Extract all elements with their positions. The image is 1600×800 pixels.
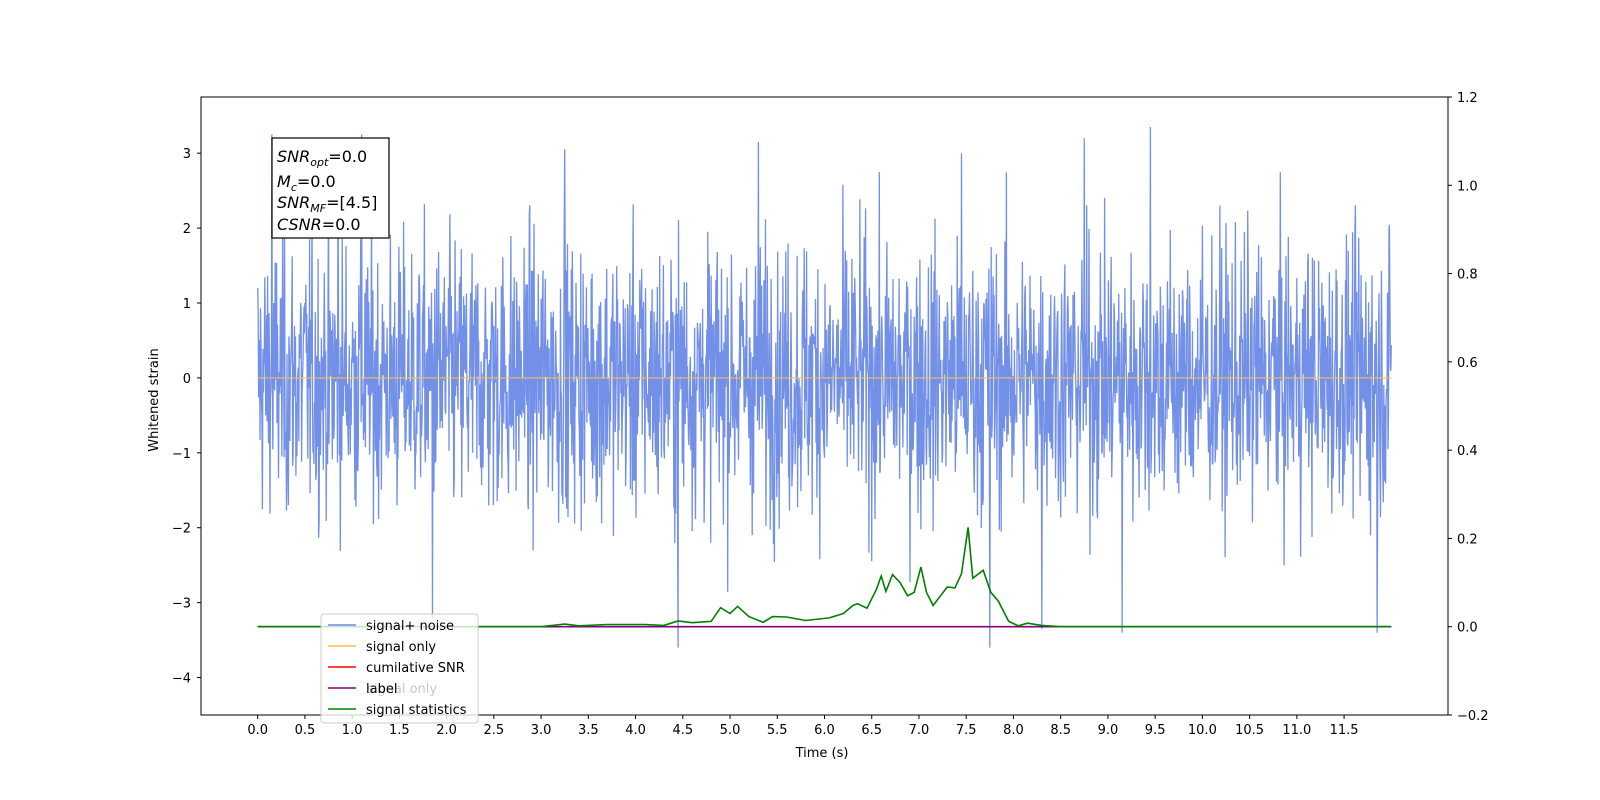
ticks-layer: 0.0 0.5 1.0 1.5 2.0 2.5 3.0 3.5 4.0 4.5 5.0 5.5 6.0 6… <box>172 91 1489 738</box>
legend: signal only signal+ noise signal only cu… <box>320 613 479 724</box>
y-tick-label: 2 <box>183 222 191 237</box>
x-tick-label: 4.5 <box>672 723 693 738</box>
x-tick-label: 0.0 <box>247 723 268 738</box>
x-tick-label: 7.0 <box>909 723 930 738</box>
x-tick-label: 5.5 <box>767 723 788 738</box>
annotation-frame <box>271 137 390 239</box>
y2-tick-label: 0.4 <box>1457 444 1478 459</box>
annotation-line-mc: Mc=0.0 <box>277 172 336 194</box>
legend-label-signal-noise: signal+ noise <box>366 619 454 634</box>
y-tick-label: −1 <box>172 447 191 462</box>
x-tick-label: 8.0 <box>1003 723 1024 738</box>
legend-hidden-text: signal only <box>367 682 437 697</box>
series-signal-noise <box>257 126 1392 648</box>
y2-tick-label: 0.8 <box>1457 268 1478 283</box>
y2-tick-label: 0.0 <box>1457 621 1478 636</box>
series-signal-statistics <box>257 527 1392 628</box>
x-tick-label: 9.0 <box>1098 723 1119 738</box>
y2-tick-label: 0.2 <box>1457 532 1478 547</box>
y2-tick-label: 0.6 <box>1457 356 1478 371</box>
x-tick-label: 4.0 <box>625 723 646 738</box>
x-tick-label: 6.0 <box>814 723 835 738</box>
x-tick-label: 6.5 <box>861 723 882 738</box>
x-tick-label: 2.5 <box>484 723 505 738</box>
x-tick-label: 10.5 <box>1235 723 1264 738</box>
annotation-box: SNRopt=0.0 Mc=0.0 SNRMF=[4.5] CSNR=0.0 <box>271 137 390 239</box>
x-tick-label: 11.5 <box>1330 723 1359 738</box>
y-axis-label: Whitened strain <box>147 348 162 451</box>
y2-tick-label: −0.2 <box>1457 709 1489 724</box>
legend-label-label: label <box>366 682 397 697</box>
legend-label-signal-statistics: signal statistics <box>366 703 467 718</box>
legend-label-signal-only: signal only <box>366 640 436 655</box>
x-tick-label: 7.5 <box>956 723 977 738</box>
y-tick-label: −4 <box>172 672 191 687</box>
x-tick-label: 5.0 <box>720 723 741 738</box>
x-tick-label: 1.0 <box>342 723 363 738</box>
annotation-line-snr-mf: SNRMF=[4.5] <box>277 193 377 215</box>
x-tick-label: 2.0 <box>436 723 457 738</box>
x-tick-label: 8.5 <box>1050 723 1071 738</box>
y2-tick-label: 1.2 <box>1457 91 1478 106</box>
legend-label-cumulative-snr: cumilative SNR <box>366 661 465 676</box>
x-tick-label: 11.0 <box>1282 723 1311 738</box>
x-tick-label: 9.5 <box>1145 723 1166 738</box>
y-tick-label: 0 <box>183 372 191 387</box>
y-tick-label: 1 <box>183 297 191 312</box>
legend-frame <box>320 613 479 724</box>
y2-tick-label: 1.0 <box>1457 179 1478 194</box>
x-tick-label: 3.0 <box>531 723 552 738</box>
y-tick-label: 3 <box>183 147 191 162</box>
x-tick-label: 10.0 <box>1188 723 1217 738</box>
annotation-line-snr-opt: SNRopt=0.0 <box>277 147 367 169</box>
x-tick-label: 3.5 <box>578 723 599 738</box>
x-tick-label: 1.5 <box>389 723 410 738</box>
y-tick-label: −3 <box>172 597 191 612</box>
y-tick-label: −2 <box>172 522 191 537</box>
x-tick-label: 0.5 <box>295 723 316 738</box>
x-axis-label: Time (s) <box>795 746 849 761</box>
annotation-line-csnr: CSNR=0.0 <box>277 215 361 234</box>
